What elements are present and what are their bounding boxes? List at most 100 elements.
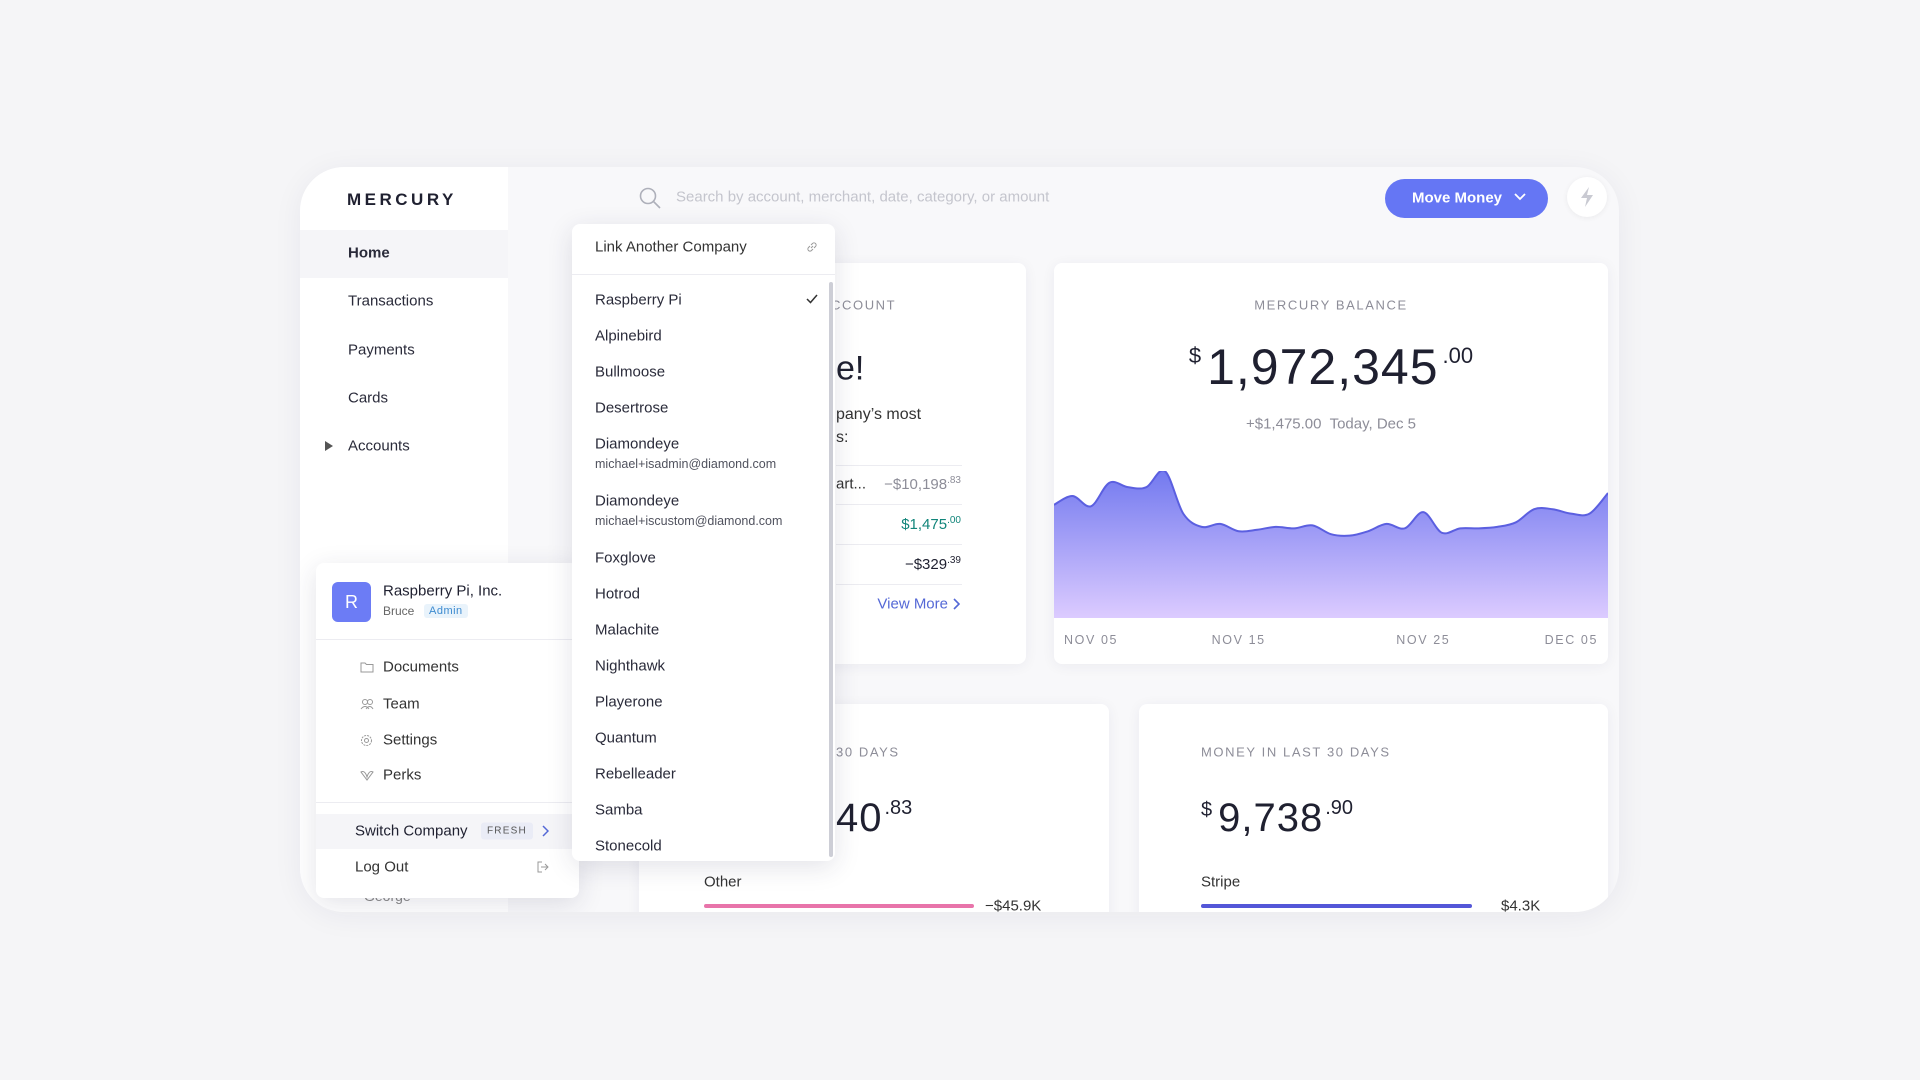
avatar: R xyxy=(332,582,371,622)
card-heading: e! xyxy=(836,349,865,388)
company-option[interactable]: Malachite xyxy=(595,621,660,639)
nav-item[interactable]: Home xyxy=(348,244,390,262)
balance-change: +$1,475.00 Today, Dec 5 xyxy=(1246,416,1416,433)
check-icon xyxy=(806,294,818,304)
chevron-icon xyxy=(953,598,960,610)
balance-chart xyxy=(1054,471,1608,618)
company-option[interactable]: Hotrod xyxy=(595,585,641,603)
transaction-label: art... xyxy=(836,475,867,493)
company-option[interactable]: Raspberry Pi xyxy=(595,291,682,309)
company-option[interactable]: Samba xyxy=(595,801,643,819)
company-option[interactable]: Quantum xyxy=(595,729,657,747)
cents: .83 xyxy=(884,797,913,819)
divider xyxy=(572,274,835,275)
chevron-icon xyxy=(542,825,549,837)
amount: 40 xyxy=(836,796,883,840)
divider xyxy=(316,802,579,803)
card-text: pany’s most xyxy=(836,406,922,423)
cents: .00 xyxy=(947,515,961,526)
company-option[interactable]: Diamondeye xyxy=(595,435,680,453)
transaction-amount: $1,475.00 xyxy=(901,515,961,533)
card-title: CCOUNT xyxy=(831,297,897,313)
change: +$1,475.00 xyxy=(1245,415,1322,433)
nav-item[interactable]: Transactions xyxy=(348,292,434,310)
x-tick-label: NOV 15 xyxy=(1211,633,1266,647)
card-text: s: xyxy=(836,429,849,446)
card-title: MONEY IN LAST 30 DAYS xyxy=(1201,744,1391,760)
scrollbar[interactable] xyxy=(829,282,833,857)
user-name: Bruce xyxy=(383,604,415,618)
bolt-icon xyxy=(1581,187,1593,207)
search-input[interactable]: Search by account, merchant, date, categ… xyxy=(676,188,1050,206)
perks-icon xyxy=(360,771,374,781)
link-company[interactable]: Link Another Company xyxy=(595,238,747,256)
category-label: Stripe xyxy=(1201,873,1241,891)
date: Today, Dec 5 xyxy=(1329,415,1417,433)
divider xyxy=(836,465,962,466)
company-option[interactable]: Nighthawk xyxy=(595,657,666,675)
cents: .39 xyxy=(947,555,961,566)
menu-item[interactable]: Perks xyxy=(383,766,422,784)
app-window: MERCURY Home Transactions Payments Cards… xyxy=(300,167,1619,912)
category-label: Other xyxy=(704,873,742,891)
button-label: Move Money xyxy=(1412,189,1503,207)
company-email: michael+isadmin@diamond.com xyxy=(595,457,777,471)
settings-icon xyxy=(361,735,372,746)
area xyxy=(1054,471,1608,618)
transaction-amount: −$329.39 xyxy=(905,555,961,573)
cents: .90 xyxy=(1325,797,1354,819)
menu-item[interactable]: Documents xyxy=(383,658,459,676)
company-option[interactable]: Bullmoose xyxy=(595,363,666,381)
category-amount: $4.3K xyxy=(1501,897,1541,913)
card-title: MERCURY BALANCE xyxy=(1254,297,1408,313)
nav-active-bg xyxy=(300,230,508,278)
folder-icon xyxy=(360,662,374,673)
logo: MERCURY xyxy=(347,190,457,209)
badge: FRESH xyxy=(481,822,533,840)
amount: $1,475 xyxy=(901,516,948,533)
x-tick-label: NOV 05 xyxy=(1064,633,1119,647)
amount: 9,738 xyxy=(1218,796,1324,840)
menu-item[interactable]: Settings xyxy=(383,731,438,749)
company-dropdown xyxy=(572,224,835,861)
link-icon xyxy=(807,242,817,252)
company-option[interactable]: Stonecold xyxy=(595,837,662,855)
company-name: Raspberry Pi, Inc. xyxy=(383,582,503,600)
view-more-link[interactable]: View More xyxy=(877,595,948,613)
company-option[interactable]: Diamondeye xyxy=(595,492,680,510)
logout-icon xyxy=(537,861,549,873)
money-out-amount: 40.83 xyxy=(836,795,912,841)
search-icon xyxy=(639,187,661,209)
company-option[interactable]: Foxglove xyxy=(595,549,656,567)
nav-item[interactable]: Cards xyxy=(348,389,389,407)
amount: 1,972,345 xyxy=(1207,339,1439,395)
divider xyxy=(316,639,579,640)
transaction-amount: −$10,198.83 xyxy=(884,475,961,493)
company-option[interactable]: Playerone xyxy=(595,693,663,711)
balance-card: MERCURY BALANCE $ 1,972,345 .00 +$1,475.… xyxy=(1054,263,1608,664)
currency: $ xyxy=(1188,343,1202,368)
category-bar xyxy=(1201,904,1472,908)
company-option[interactable]: Rebelleader xyxy=(595,765,676,783)
x-tick-label: NOV 25 xyxy=(1396,633,1451,647)
log-out[interactable]: Log Out xyxy=(355,858,409,876)
menu-item[interactable]: Team xyxy=(383,695,420,713)
divider xyxy=(836,504,962,505)
switch-company-row[interactable] xyxy=(316,814,579,849)
category-bar xyxy=(704,904,974,908)
divider xyxy=(836,544,962,545)
amount: −$329 xyxy=(904,556,948,573)
divider xyxy=(836,584,962,585)
nav-item[interactable]: Accounts xyxy=(348,437,410,455)
expand-icon xyxy=(325,441,333,451)
company-email: michael+iscustom@diamond.com xyxy=(595,514,783,528)
money-in-amount: $9,738.90 xyxy=(1201,795,1353,841)
cents: .00 xyxy=(1442,343,1474,368)
company-option[interactable]: Alpinebird xyxy=(595,327,662,345)
line xyxy=(1054,471,1608,537)
company-option[interactable]: Desertrose xyxy=(595,399,669,417)
nav-item[interactable]: Payments xyxy=(348,341,415,359)
category-amount: −$45.9K xyxy=(985,897,1042,913)
team-icon xyxy=(360,699,374,710)
